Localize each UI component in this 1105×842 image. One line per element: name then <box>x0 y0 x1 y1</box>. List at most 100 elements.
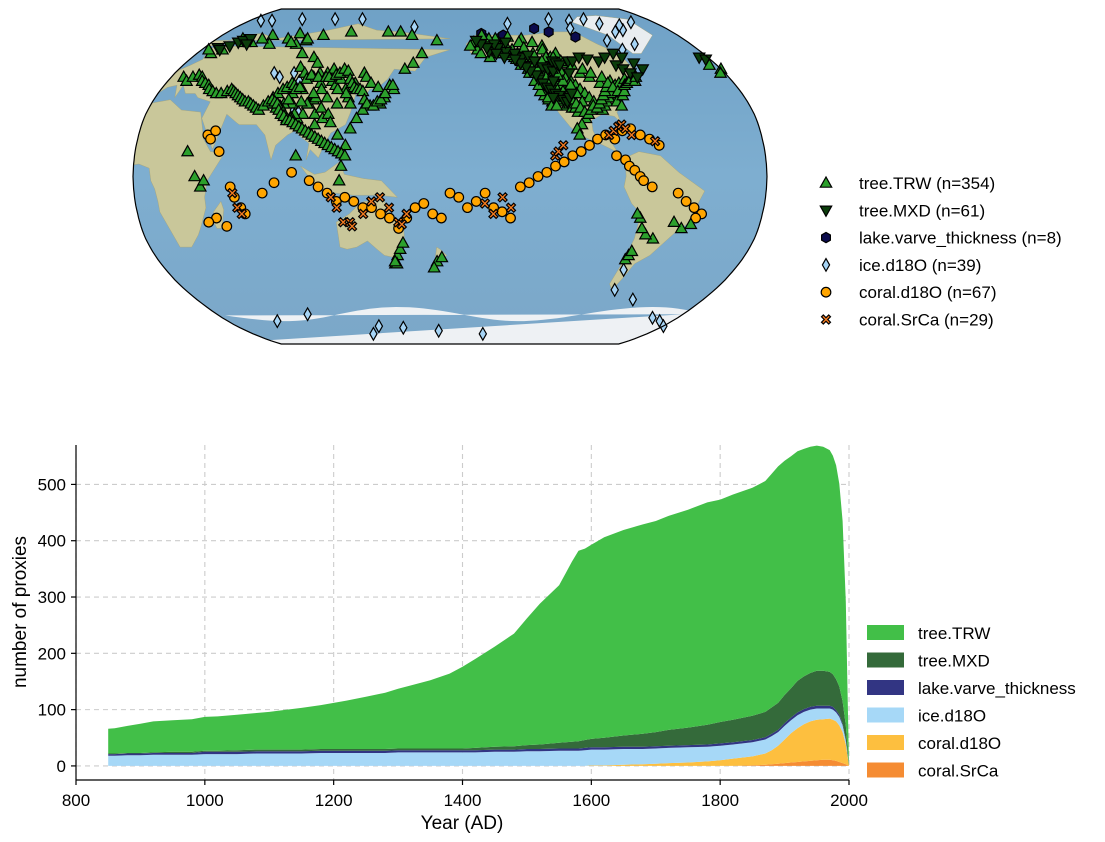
map-marker-tree-MXD <box>521 50 535 63</box>
map-marker-tree-TRW <box>330 82 345 95</box>
map-marker-tree-TRW <box>316 27 331 41</box>
map-marker-tree-TRW <box>344 24 359 37</box>
map-marker-tree-TRW <box>595 69 609 82</box>
map-marker-coral-SrCa <box>396 218 408 230</box>
map-marker-tree-TRW <box>338 148 352 161</box>
x-tick-label: 1800 <box>701 791 739 810</box>
area-legend-label: tree.TRW <box>918 624 990 643</box>
map-marker-ice-d18O <box>256 13 266 29</box>
map-marker-tree-TRW <box>427 260 441 273</box>
y-tick-label: 400 <box>38 532 66 551</box>
map-marker-tree-MXD <box>580 54 594 67</box>
map-marker-coral-d18O <box>303 175 315 187</box>
map-marker-tree-TRW <box>638 227 653 240</box>
map-marker-tree-TRW <box>435 250 449 263</box>
map-marker-tree-TRW <box>296 106 310 119</box>
map-marker-coral-d18O <box>418 198 430 209</box>
map-marker-tree-MXD <box>635 64 650 77</box>
map-marker-coral-d18O <box>638 175 650 187</box>
map-marker-tree-TRW <box>341 63 356 76</box>
area-legend-label: ice.d18O <box>918 707 986 726</box>
map-marker-ice-d18O <box>273 313 282 329</box>
map-marker-ice-d18O <box>602 33 612 49</box>
map-marker-tree-MXD <box>480 43 494 56</box>
map-marker-tree-TRW <box>674 221 689 234</box>
map-marker-ice-d18O <box>434 323 443 339</box>
map-marker-ice-d18O <box>610 282 619 298</box>
map-marker-tree-TRW <box>314 100 328 113</box>
map-marker-coral-d18O <box>634 129 646 141</box>
map-marker-coral-d18O <box>444 187 456 199</box>
map-marker-tree-TRW <box>630 206 645 219</box>
map-marker-tree-TRW <box>415 46 429 59</box>
map-marker-coral-SrCa <box>226 187 238 199</box>
map-marker-coral-d18O <box>479 187 491 199</box>
map-marker-tree-MXD <box>222 41 237 54</box>
map-marker-ice-d18O <box>478 326 488 342</box>
map-marker-coral-d18O <box>268 177 280 189</box>
map-marker-tree-TRW <box>388 254 402 267</box>
map-marker-ice-d18O <box>630 36 639 52</box>
area-legend-label: coral.d18O <box>918 734 1001 753</box>
map-marker-tree-TRW <box>332 173 346 186</box>
map-marker-tree-TRW <box>525 35 539 48</box>
map-marker-coral-d18O <box>210 125 222 137</box>
map-marker-tree-TRW <box>304 67 319 80</box>
map-marker-tree-TRW <box>193 179 207 192</box>
map-marker-ice-d18O <box>358 11 367 27</box>
map-marker-coral-SrCa <box>626 129 637 141</box>
map-marker-coral-SrCa <box>497 191 508 203</box>
map-marker-coral-d18O <box>256 187 268 199</box>
y-tick-label: 100 <box>38 701 66 720</box>
map-marker-tree-MXD <box>597 52 612 65</box>
map-legend-label: coral.d18O (n=67) <box>859 283 997 302</box>
map-marker-tree-TRW <box>474 46 488 59</box>
map-background <box>133 9 767 344</box>
map-marker-coral-d18O <box>541 166 553 178</box>
x-axis-label: Year (AD) <box>421 813 504 834</box>
map-marker-coral-d18O <box>680 196 692 207</box>
map-marker-tree-MXD <box>212 44 227 57</box>
map-marker-coral-SrCa <box>236 208 248 220</box>
area-ice-d18O <box>108 708 849 766</box>
area-series <box>108 445 849 766</box>
map-marker-tree-TRW <box>405 27 419 41</box>
map-legend-label: tree.MXD (n=61) <box>859 201 985 220</box>
map-marker-tree-TRW <box>374 92 388 105</box>
map-marker-tree-TRW <box>359 69 374 82</box>
map-marker-tree-TRW <box>583 65 598 78</box>
area-coral-d18O <box>108 718 849 766</box>
area-coral-SrCa <box>108 759 849 766</box>
chart-axes: 0 100 200 300 400 500 800 1000 1200 1400 1600 1800 2… <box>38 445 868 810</box>
map-marker-tree-MXD <box>497 52 512 65</box>
map-marker-tree-TRW <box>625 244 639 257</box>
map-marker-coral-d18O <box>213 146 225 157</box>
map-marker-tree-TRW <box>282 92 296 105</box>
map-marker-tree-TRW <box>573 127 587 140</box>
map-marker-coral-d18O <box>470 196 482 207</box>
map-marker-tree-TRW <box>575 61 590 74</box>
map-marker-ice-d18O <box>626 14 636 30</box>
legend-marker-coral-SrCa <box>820 314 832 325</box>
map-marker-tree-TRW <box>396 235 410 248</box>
map-marker-tree-TRW <box>533 84 548 97</box>
map-marker-tree-TRW <box>293 80 307 93</box>
map-marker-coral-d18O <box>286 166 297 178</box>
map-marker-coral-d18O <box>312 181 324 193</box>
map-marker-tree-MXD <box>519 62 533 75</box>
map-marker-coral-d18O <box>550 160 561 172</box>
map-marker-tree-TRW <box>593 75 607 88</box>
map-marker-tree-TRW <box>330 96 344 109</box>
map-marker-tree-MXD <box>507 48 522 61</box>
map-marker-coral-d18O <box>205 133 216 145</box>
map-marker-tree-MXD <box>606 48 620 61</box>
x-tick-label: 1000 <box>186 791 224 810</box>
map-marker-coral-d18O <box>558 156 570 168</box>
map-legend-label: lake.varve_thickness (n=8) <box>859 229 1062 248</box>
area-legend: tree.TRW tree.MXD lake.varve_thickness ice.… <box>867 624 1076 781</box>
proxy-map <box>132 8 768 345</box>
map-marker-tree-TRW <box>314 82 329 95</box>
map-marker-coral-SrCa <box>325 191 337 203</box>
map-marker-coral-d18O <box>203 216 215 228</box>
